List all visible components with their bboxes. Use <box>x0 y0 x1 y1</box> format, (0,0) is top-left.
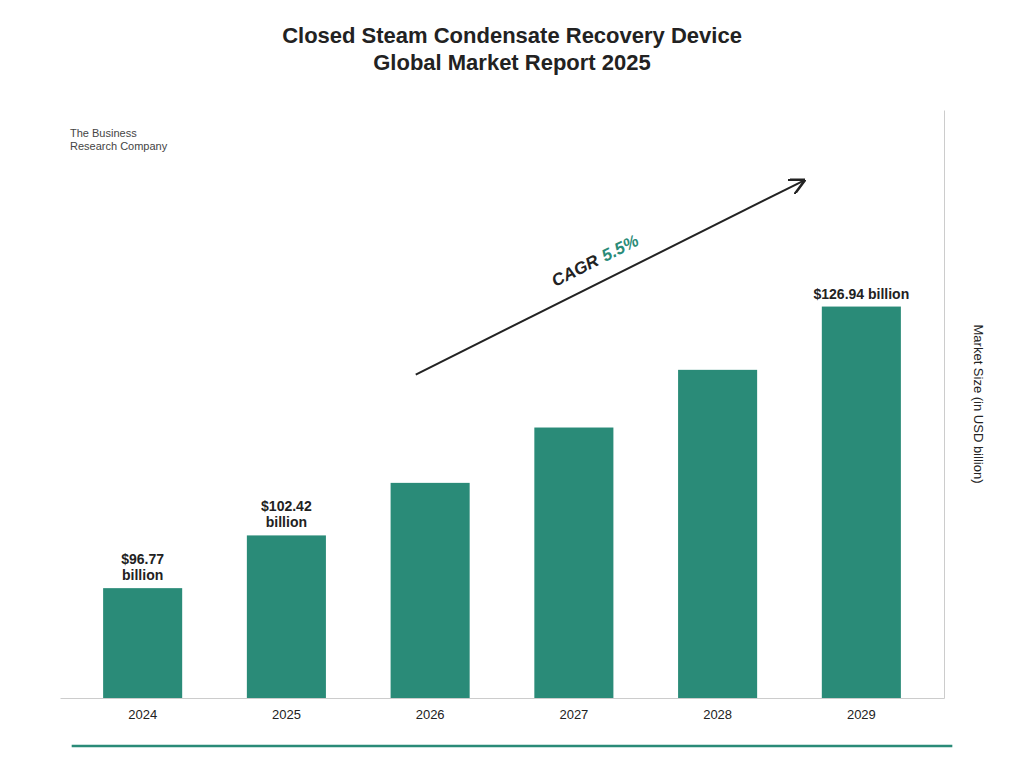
decor-line <box>72 745 953 748</box>
tick: 2025 <box>272 707 301 722</box>
bar <box>391 483 470 698</box>
y-axis-line <box>944 111 945 699</box>
bar <box>534 428 613 698</box>
annotation: CAGR <box>548 251 602 291</box>
bar <box>103 588 182 698</box>
tick: 2029 <box>847 707 876 722</box>
annotation: 5.5% <box>599 231 642 265</box>
data-label: $96.77billion <box>121 551 164 583</box>
data-labels: $96.77billion $102.42billion $126.94 billi… <box>121 286 909 584</box>
y-axis-title: Market Size (in USD billion) <box>971 325 986 484</box>
x-axis-line <box>61 698 945 699</box>
tick: 2024 <box>128 707 157 722</box>
bar <box>822 307 901 698</box>
y-axis <box>944 111 945 699</box>
tick-label: 2024 <box>128 707 157 722</box>
bar <box>678 370 757 698</box>
tick-label: 2026 <box>416 707 445 722</box>
bar <box>247 535 326 698</box>
data-label: $126.94 billion <box>813 286 909 302</box>
bars <box>103 307 901 698</box>
tick-label: 2027 <box>559 707 588 722</box>
tick: 2026 <box>416 707 445 722</box>
title: Closed Steam Condensate Recovery DeviceG… <box>282 23 742 76</box>
cagr-arrow <box>416 181 804 375</box>
logo-text: The BusinessResearch Company <box>70 127 168 152</box>
tick: 2027 <box>559 707 588 722</box>
x-axis: 2024 2025 2026 2027 2028 2029 <box>61 699 945 723</box>
tick: 2028 <box>703 707 732 722</box>
data-label: $102.42billion <box>261 498 312 530</box>
cagr-annotation: CAGR5.5% <box>548 231 641 290</box>
chart: Closed Steam Condensate Recovery DeviceG… <box>0 0 1024 768</box>
tick-label: 2028 <box>703 707 732 722</box>
tick-label: 2025 <box>272 707 301 722</box>
tick-label: 2029 <box>847 707 876 722</box>
